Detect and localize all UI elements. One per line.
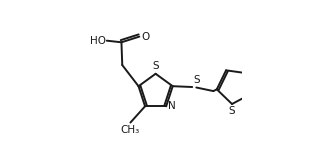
- Text: S: S: [152, 61, 159, 71]
- Text: S: S: [229, 106, 235, 116]
- Text: CH₃: CH₃: [120, 125, 139, 135]
- Text: HO: HO: [90, 36, 106, 46]
- Text: N: N: [168, 101, 176, 111]
- Text: S: S: [194, 75, 201, 85]
- Text: O: O: [141, 32, 150, 42]
